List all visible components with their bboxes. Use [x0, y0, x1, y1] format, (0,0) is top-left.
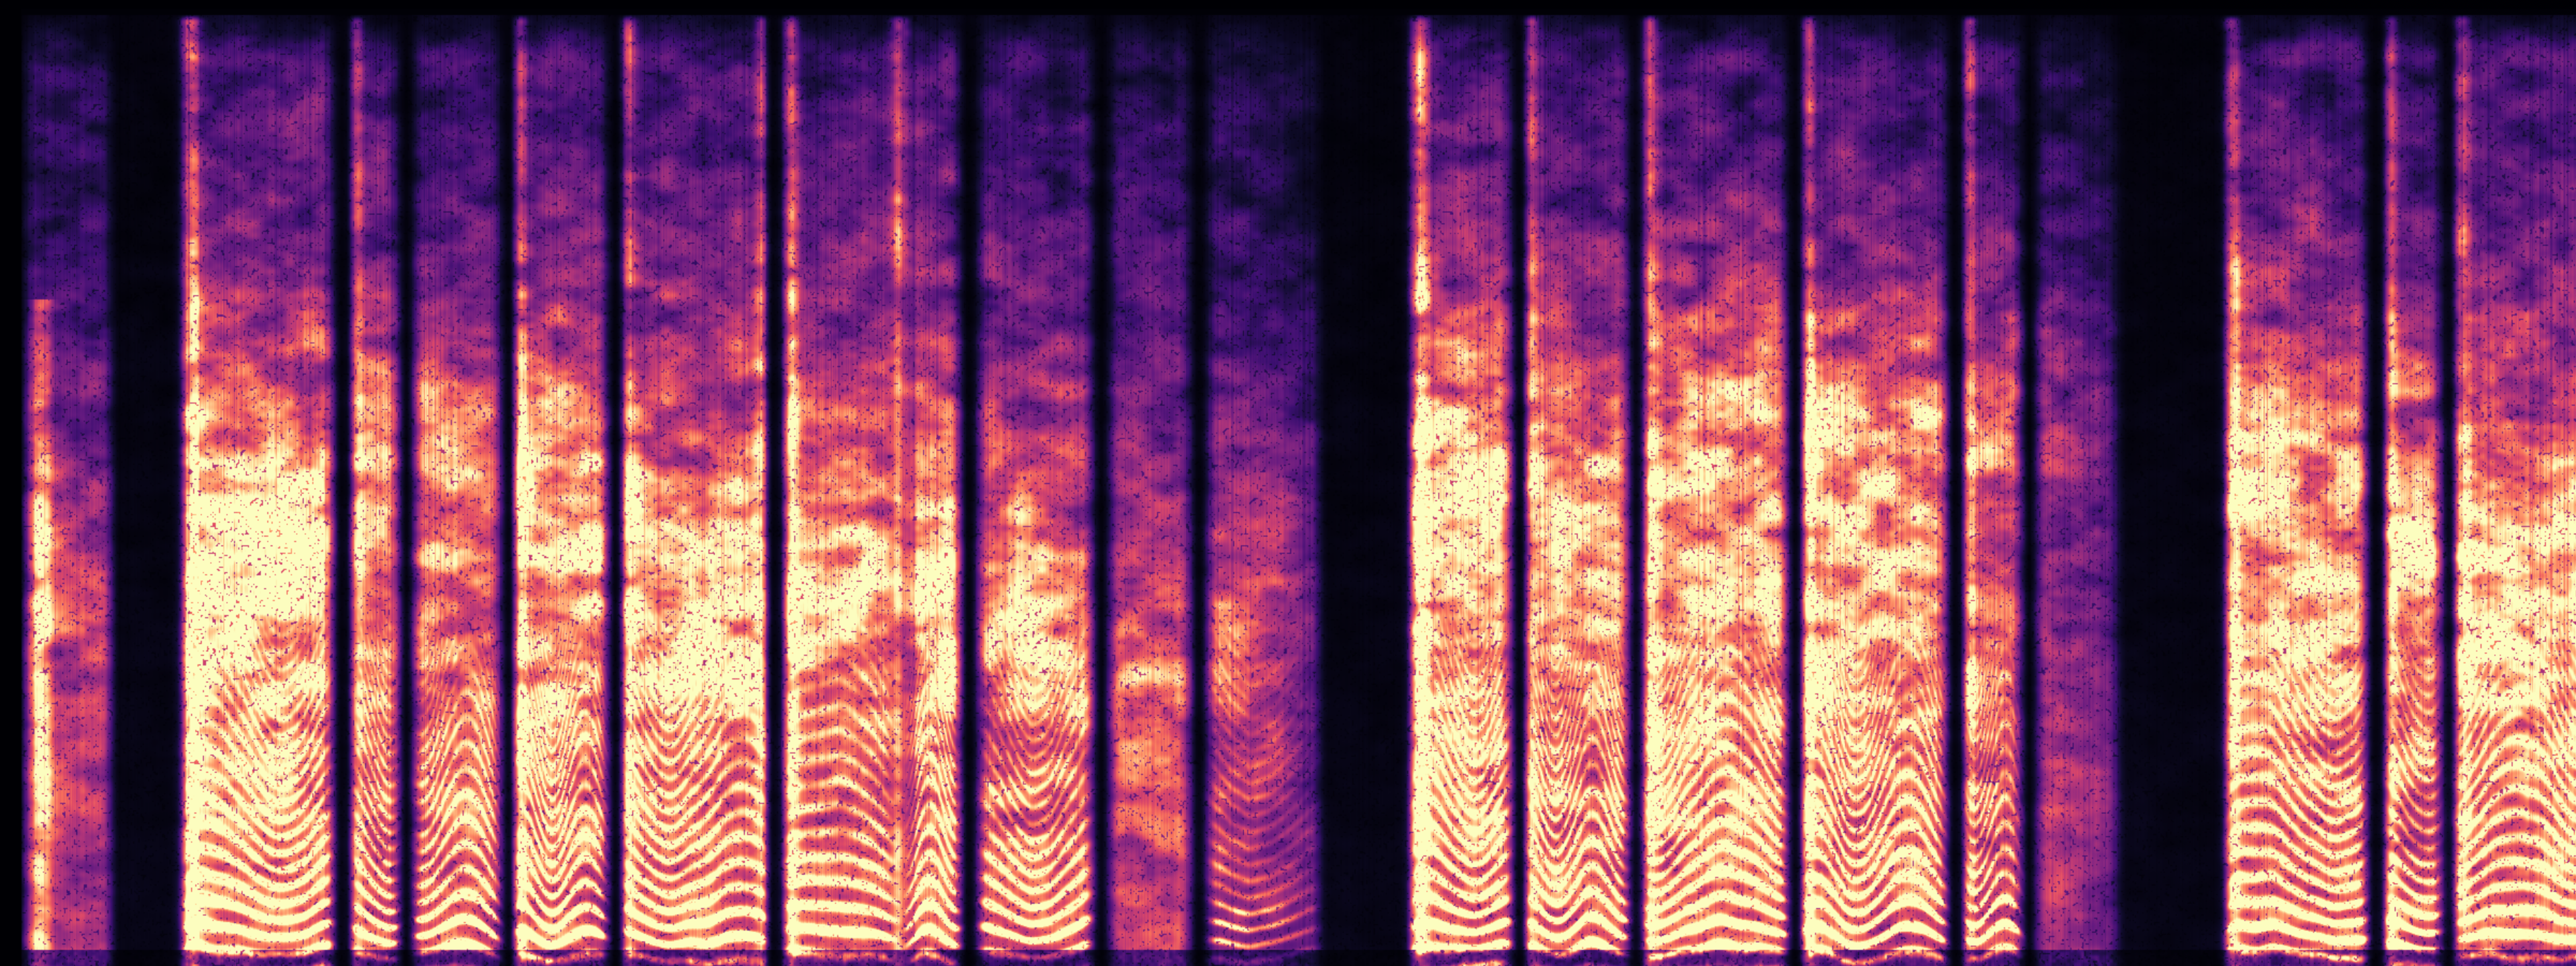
spectrogram [21, 9, 2576, 966]
spectrogram-canvas [21, 9, 2576, 966]
